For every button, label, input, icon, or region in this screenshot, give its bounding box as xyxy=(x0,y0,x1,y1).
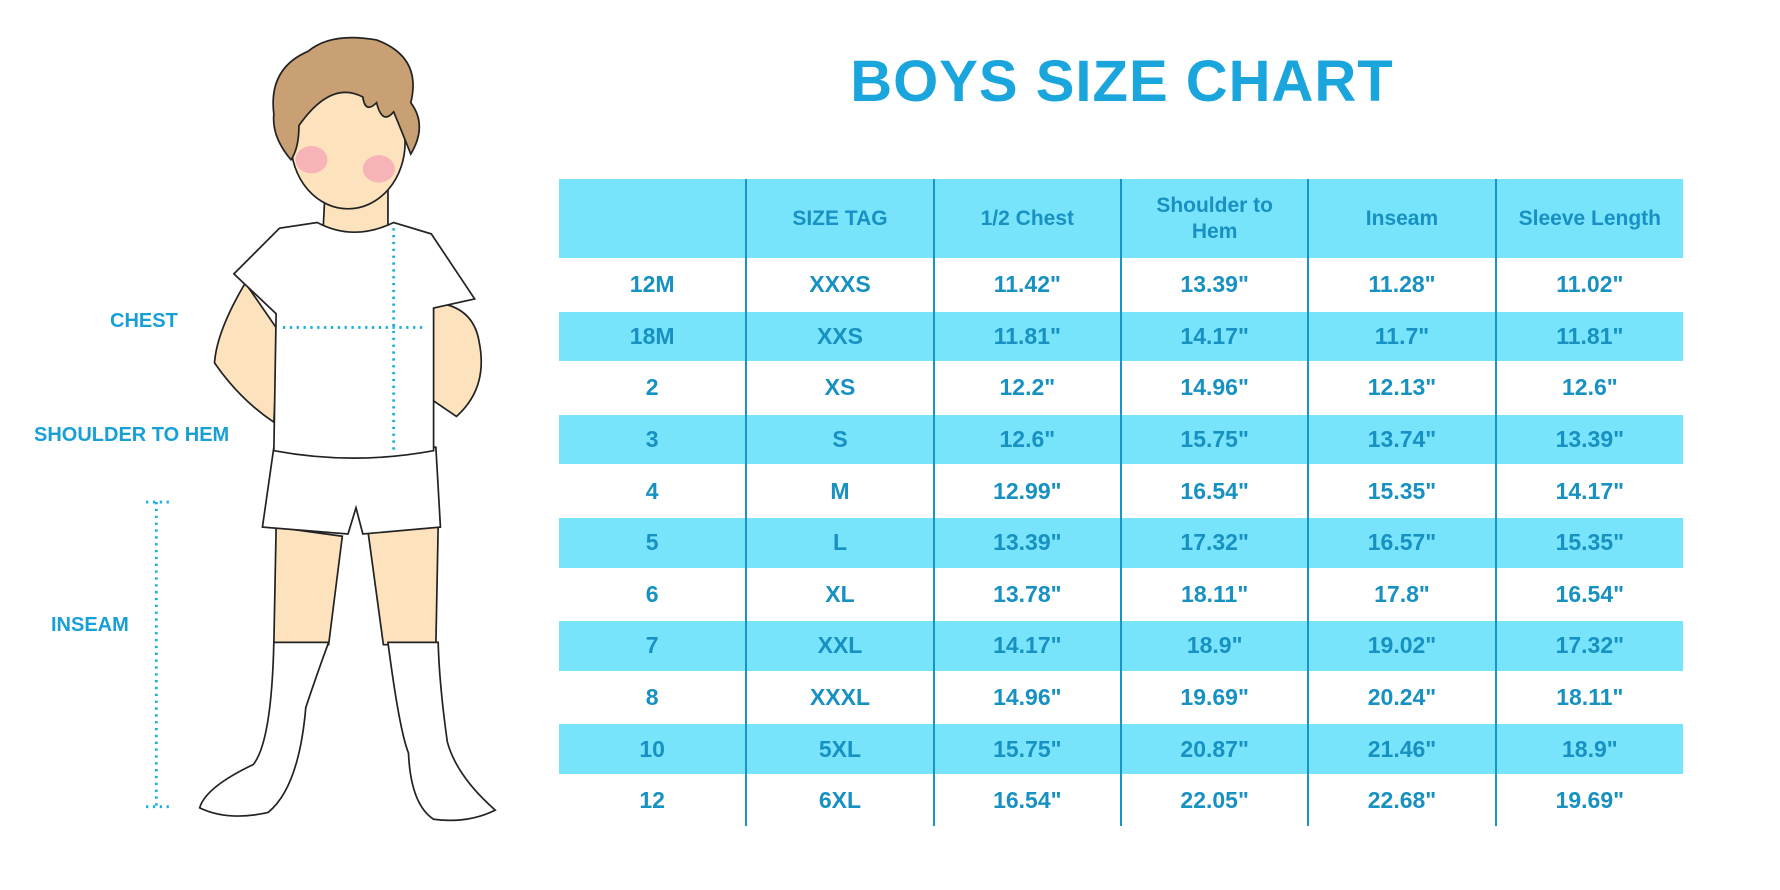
table-cell: 11.81" xyxy=(1494,310,1683,363)
table-cell: 15.75" xyxy=(1119,413,1309,466)
table-cell: 14.17" xyxy=(932,620,1121,672)
column-header: Sleeve Length xyxy=(1494,179,1683,259)
table-row: 8 XXXL 14.96" 19.69" 20.24" 18.11" xyxy=(559,671,1683,724)
table-cell: 15.75" xyxy=(932,723,1121,775)
table-cell: 13.39" xyxy=(1119,259,1309,311)
column-header xyxy=(559,179,747,259)
table-cell: 18.9" xyxy=(1494,723,1683,775)
table-cell: 14.96" xyxy=(932,671,1121,724)
table-cell: 10 xyxy=(559,723,747,775)
table-cell: 19.69" xyxy=(1494,774,1683,826)
table-cell: 17.32" xyxy=(1119,516,1309,569)
column-header: Inseam xyxy=(1307,179,1496,259)
size-chart-table: SIZE TAG 1/2 Chest Shoulder to Hem Inseam Sl… xyxy=(559,179,1683,826)
table-cell: 11.28" xyxy=(1307,259,1496,311)
table-cell: 12 xyxy=(639,787,665,814)
table-cell: 14.96" xyxy=(1119,362,1309,414)
table-row: 6 XL 13.78" 18.11" 17.8" 16.54" xyxy=(559,568,1683,621)
table-cell: 5XL xyxy=(745,723,934,775)
table-cell: XL xyxy=(745,568,934,621)
table-row: 18M XXS 11.81" 14.17" 11.7" 11.81" xyxy=(559,310,1683,363)
table-cell: 4 xyxy=(645,477,659,504)
table-cell: 12.13" xyxy=(1307,362,1496,414)
table-cell: 11.02" xyxy=(1494,259,1683,311)
table-cell: 11.7" xyxy=(1307,310,1496,363)
table-cell: M xyxy=(745,465,934,517)
table-cell: 20.24" xyxy=(1307,671,1496,724)
table-cell: 12.99" xyxy=(932,465,1121,517)
table-cell: 12.6" xyxy=(932,413,1121,466)
table-cell: 18.11" xyxy=(1494,671,1683,724)
table-cell: XS xyxy=(745,362,934,414)
table-row: 5 L 13.39" 17.32" 16.57" 15.35" xyxy=(559,516,1683,569)
table-cell: 2 xyxy=(645,374,659,401)
shoulder-to-hem-label: SHOULDER TO HEM xyxy=(34,424,230,446)
table-cell: 19.02" xyxy=(1307,620,1496,672)
inseam-label: INSEAM xyxy=(51,614,129,636)
chest-label: CHEST xyxy=(110,310,178,332)
table-cell: 17.8" xyxy=(1307,568,1496,621)
column-header: 1/2 Chest xyxy=(932,179,1121,259)
table-cell: 15.35" xyxy=(1307,465,1496,517)
table-cell: XXL xyxy=(745,620,934,672)
page-title: BOYS SIZE CHART xyxy=(850,49,1394,114)
table-cell: 14.17" xyxy=(1119,310,1309,363)
table-cell: 16.54" xyxy=(1494,568,1683,621)
table-cell: 6 xyxy=(645,580,659,607)
table-cell: 13.78" xyxy=(932,568,1121,621)
table-cell: 12.2" xyxy=(932,362,1121,414)
table-cell: 16.54" xyxy=(1119,465,1309,517)
table-cell: 19.69" xyxy=(1119,671,1309,724)
table-row: 12 6XL 16.54" 22.05" 22.68" 19.69" xyxy=(559,774,1683,826)
table-row: 4 M 12.99" 16.54" 15.35" 14.17" xyxy=(559,465,1683,517)
table-cell: 13.39" xyxy=(1494,413,1683,466)
table-row: 2 XS 12.2" 14.96" 12.13" 12.6" xyxy=(559,362,1683,414)
column-header: SIZE TAG xyxy=(745,179,934,259)
table-cell: 6XL xyxy=(745,774,934,826)
table-cell: 13.39" xyxy=(932,516,1121,569)
table-row: 7 XXL 14.17" 18.9" 19.02" 17.32" xyxy=(559,620,1683,672)
table-cell: 18M xyxy=(559,310,747,363)
table-cell: XXXL xyxy=(745,671,934,724)
table-cell: 3 xyxy=(559,413,747,466)
table-cell: L xyxy=(745,516,934,569)
column-header: Shoulder to Hem xyxy=(1119,179,1309,259)
table-cell: XXS xyxy=(745,310,934,363)
table-cell: 21.46" xyxy=(1307,723,1496,775)
table-cell: 17.32" xyxy=(1494,620,1683,672)
table-cell: 16.54" xyxy=(932,774,1121,826)
table-cell: 14.17" xyxy=(1494,465,1683,517)
table-cell: 16.57" xyxy=(1307,516,1496,569)
table-cell: 13.74" xyxy=(1307,413,1496,466)
table-cell: 18.11" xyxy=(1119,568,1309,621)
table-row: 3 S 12.6" 15.75" 13.74" 13.39" xyxy=(559,413,1683,466)
table-cell: S xyxy=(745,413,934,466)
table-cell: 12.6" xyxy=(1494,362,1683,414)
table-cell: 22.05" xyxy=(1119,774,1309,826)
table-cell: 8 xyxy=(645,684,659,711)
table-cell: 22.68" xyxy=(1307,774,1496,826)
table-cell: 15.35" xyxy=(1494,516,1683,569)
table-row: 10 5XL 15.75" 20.87" 21.46" 18.9" xyxy=(559,723,1683,775)
table-cell: 11.42" xyxy=(932,259,1121,311)
table-cell: 20.87" xyxy=(1119,723,1309,775)
table-cell: 5 xyxy=(559,516,747,569)
table-cell: 18.9" xyxy=(1119,620,1309,672)
table-cell: 7 xyxy=(559,620,747,672)
table-cell: 11.81" xyxy=(932,310,1121,363)
table-cell: XXXS xyxy=(745,259,934,311)
table-cell: 12M xyxy=(629,271,675,298)
table-row: 12M XXXS 11.42" 13.39" 11.28" 11.02" xyxy=(559,259,1683,311)
